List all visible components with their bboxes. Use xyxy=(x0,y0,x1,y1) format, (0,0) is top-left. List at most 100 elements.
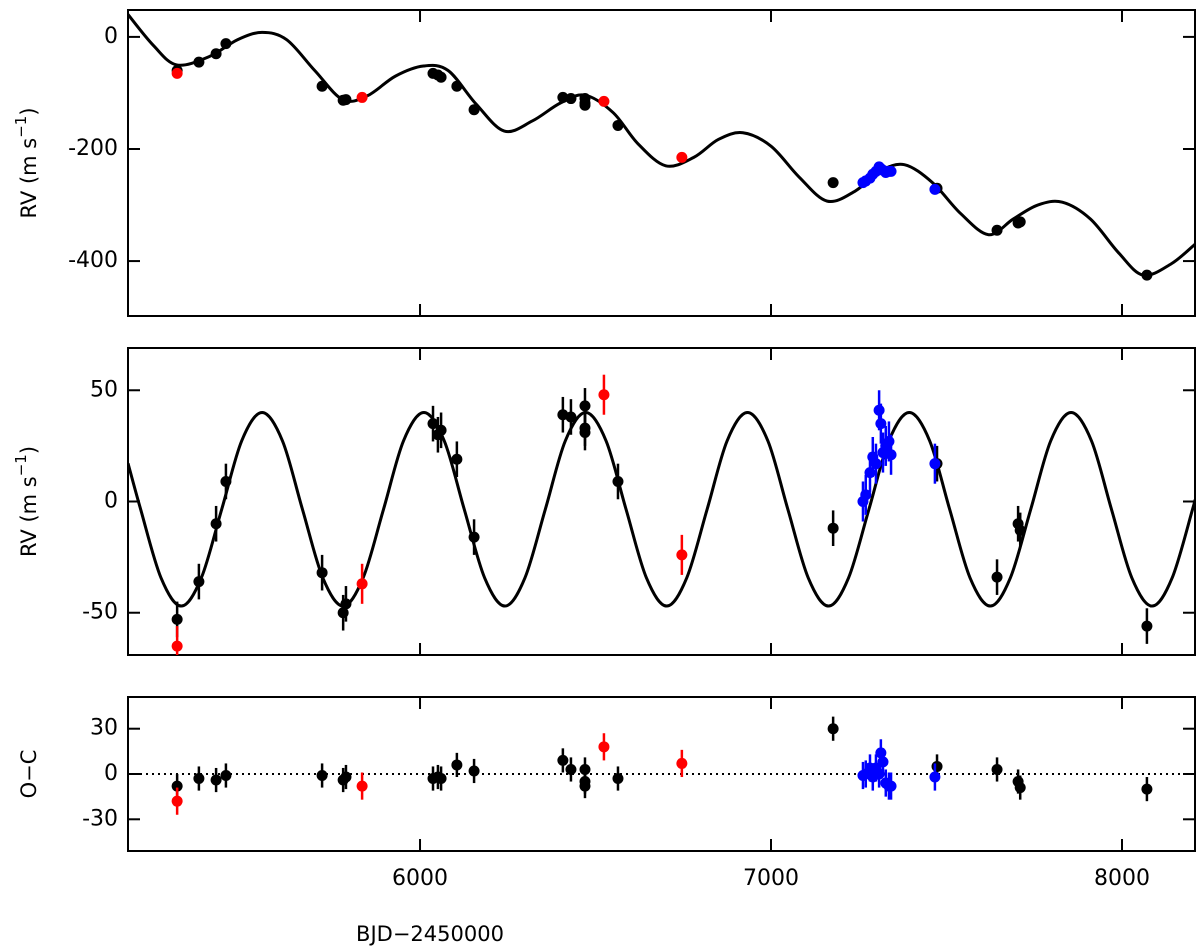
data-point xyxy=(210,48,222,60)
data-point xyxy=(356,578,368,590)
data-point xyxy=(579,427,591,439)
x-tick-label: 6000 xyxy=(392,866,448,891)
data-point xyxy=(991,571,1003,583)
data-point xyxy=(598,95,610,107)
data-point xyxy=(676,151,688,163)
data-point xyxy=(171,67,183,79)
data-point xyxy=(827,522,839,534)
y-axis-label-part: ) xyxy=(17,446,41,454)
data-point xyxy=(340,771,352,783)
data-point xyxy=(1141,783,1153,795)
data-point xyxy=(557,754,569,766)
data-point xyxy=(873,404,885,416)
data-point xyxy=(210,774,222,786)
plot-area xyxy=(128,374,1195,655)
data-point xyxy=(991,763,1003,775)
data-point xyxy=(171,613,183,625)
y-tick-label: 0 xyxy=(104,761,118,786)
data-point xyxy=(210,518,222,530)
y-axis-label: RV (m s−1) xyxy=(12,107,42,218)
data-point xyxy=(451,759,463,771)
data-point xyxy=(1141,620,1153,632)
data-point xyxy=(929,183,941,195)
data-point xyxy=(612,119,624,131)
model-curve xyxy=(128,411,1195,608)
data-point xyxy=(565,763,577,775)
data-point xyxy=(340,598,352,610)
data-point xyxy=(193,773,205,785)
data-point xyxy=(468,531,480,543)
data-point xyxy=(579,99,591,111)
y-axis-label-part: RV (m s xyxy=(17,476,41,557)
data-point xyxy=(171,640,183,652)
y-axis-label: RV (m s−1) xyxy=(12,446,42,557)
y-tick-label: 50 xyxy=(90,377,118,402)
data-point xyxy=(468,104,480,116)
data-point xyxy=(220,38,232,50)
y-tick-label: -50 xyxy=(82,600,118,625)
data-point xyxy=(875,418,887,430)
data-point xyxy=(579,780,591,792)
y-tick-label: -400 xyxy=(68,248,118,273)
plot-area xyxy=(128,13,1195,281)
data-point xyxy=(356,91,368,103)
data-point xyxy=(316,80,328,92)
data-point xyxy=(171,780,183,792)
data-point xyxy=(220,770,232,782)
data-point xyxy=(827,723,839,735)
data-point xyxy=(929,458,941,470)
data-point xyxy=(931,760,943,772)
plot-area xyxy=(171,716,1153,815)
data-point xyxy=(565,93,577,105)
data-point xyxy=(171,795,183,807)
data-point xyxy=(193,56,205,68)
y-axis-label-part: RV (m s xyxy=(17,138,41,219)
data-point xyxy=(929,771,941,783)
data-point xyxy=(468,765,480,777)
data-point xyxy=(316,567,328,579)
data-point xyxy=(427,418,439,430)
y-tick-label: 30 xyxy=(90,716,118,741)
y-axis-label-part: −1 xyxy=(12,116,30,138)
data-point xyxy=(885,165,897,177)
x-tick-label: 8000 xyxy=(1094,866,1150,891)
y-axis-label: O−C xyxy=(17,750,41,799)
data-point xyxy=(193,576,205,588)
model-curve xyxy=(128,13,1195,277)
data-point xyxy=(340,94,352,106)
plot-frame xyxy=(127,9,1196,317)
data-point xyxy=(877,756,889,768)
y-tick-label: 0 xyxy=(104,489,118,514)
data-point xyxy=(883,435,895,447)
data-point xyxy=(860,489,872,501)
y-tick-label: 0 xyxy=(104,24,118,49)
y-axis-label-part: ) xyxy=(17,107,41,115)
y-tick-label: -30 xyxy=(82,806,118,831)
data-point xyxy=(885,780,897,792)
y-tick-label: -200 xyxy=(68,136,118,161)
plot-frame xyxy=(127,347,1196,656)
data-point xyxy=(676,757,688,769)
data-point xyxy=(885,449,897,461)
data-point xyxy=(220,475,232,487)
data-point xyxy=(435,424,447,436)
data-point xyxy=(451,453,463,465)
data-point xyxy=(612,475,624,487)
x-tick-label: 7000 xyxy=(743,866,799,891)
data-point xyxy=(598,741,610,753)
data-point xyxy=(598,389,610,401)
y-axis-label-part: −1 xyxy=(12,454,30,476)
data-point xyxy=(676,549,688,561)
data-point xyxy=(1141,269,1153,281)
data-point xyxy=(356,780,368,792)
data-point xyxy=(1014,216,1026,228)
data-point xyxy=(435,773,447,785)
data-point xyxy=(1014,782,1026,794)
data-point xyxy=(451,80,463,92)
data-point xyxy=(435,71,447,83)
data-point xyxy=(316,770,328,782)
data-point xyxy=(565,411,577,423)
x-axis-label: BJD−2450000 xyxy=(356,922,504,946)
data-point xyxy=(579,400,591,412)
